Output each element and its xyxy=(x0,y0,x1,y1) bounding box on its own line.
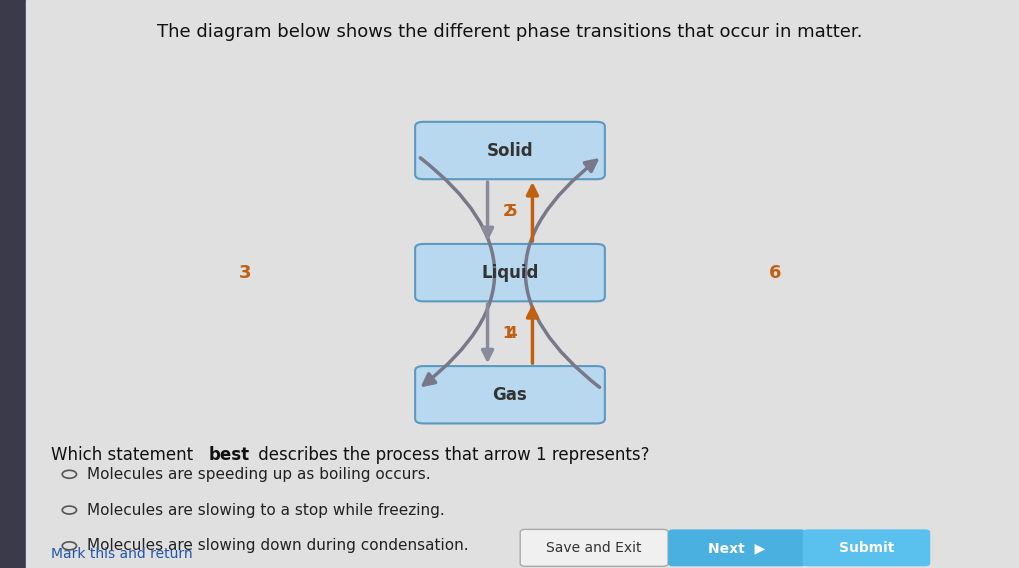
Text: Next  ▶: Next ▶ xyxy=(707,541,765,555)
Text: Molecules are slowing down during condensation.: Molecules are slowing down during conden… xyxy=(87,538,468,553)
FancyBboxPatch shape xyxy=(520,529,667,566)
Text: Liquid: Liquid xyxy=(481,264,538,282)
Text: Molecules are speeding up as boiling occurs.: Molecules are speeding up as boiling occ… xyxy=(87,467,430,482)
Text: describes the process that arrow 1 represents?: describes the process that arrow 1 repre… xyxy=(253,446,649,464)
FancyBboxPatch shape xyxy=(415,122,604,179)
Text: Mark this and return: Mark this and return xyxy=(51,547,193,561)
Text: Gas: Gas xyxy=(492,386,527,404)
Text: The diagram below shows the different phase transitions that occur in matter.: The diagram below shows the different ph… xyxy=(157,23,862,41)
Text: 1: 1 xyxy=(502,326,513,341)
Text: Save and Exit: Save and Exit xyxy=(546,541,641,555)
Text: Which statement: Which statement xyxy=(51,446,198,464)
Text: 3: 3 xyxy=(238,264,251,282)
Text: Solid: Solid xyxy=(486,141,533,160)
FancyBboxPatch shape xyxy=(415,366,604,424)
Text: 4: 4 xyxy=(506,326,517,341)
Text: 6: 6 xyxy=(768,264,781,282)
Text: Submit: Submit xyxy=(838,541,894,555)
Text: 5: 5 xyxy=(506,204,517,219)
Text: best: best xyxy=(209,446,250,464)
Bar xyxy=(0,0,25,568)
FancyBboxPatch shape xyxy=(802,529,929,566)
Text: 2: 2 xyxy=(502,204,513,219)
FancyBboxPatch shape xyxy=(415,244,604,301)
Text: Molecules are slowing to a stop while freezing.: Molecules are slowing to a stop while fr… xyxy=(87,503,444,517)
FancyBboxPatch shape xyxy=(667,529,805,566)
